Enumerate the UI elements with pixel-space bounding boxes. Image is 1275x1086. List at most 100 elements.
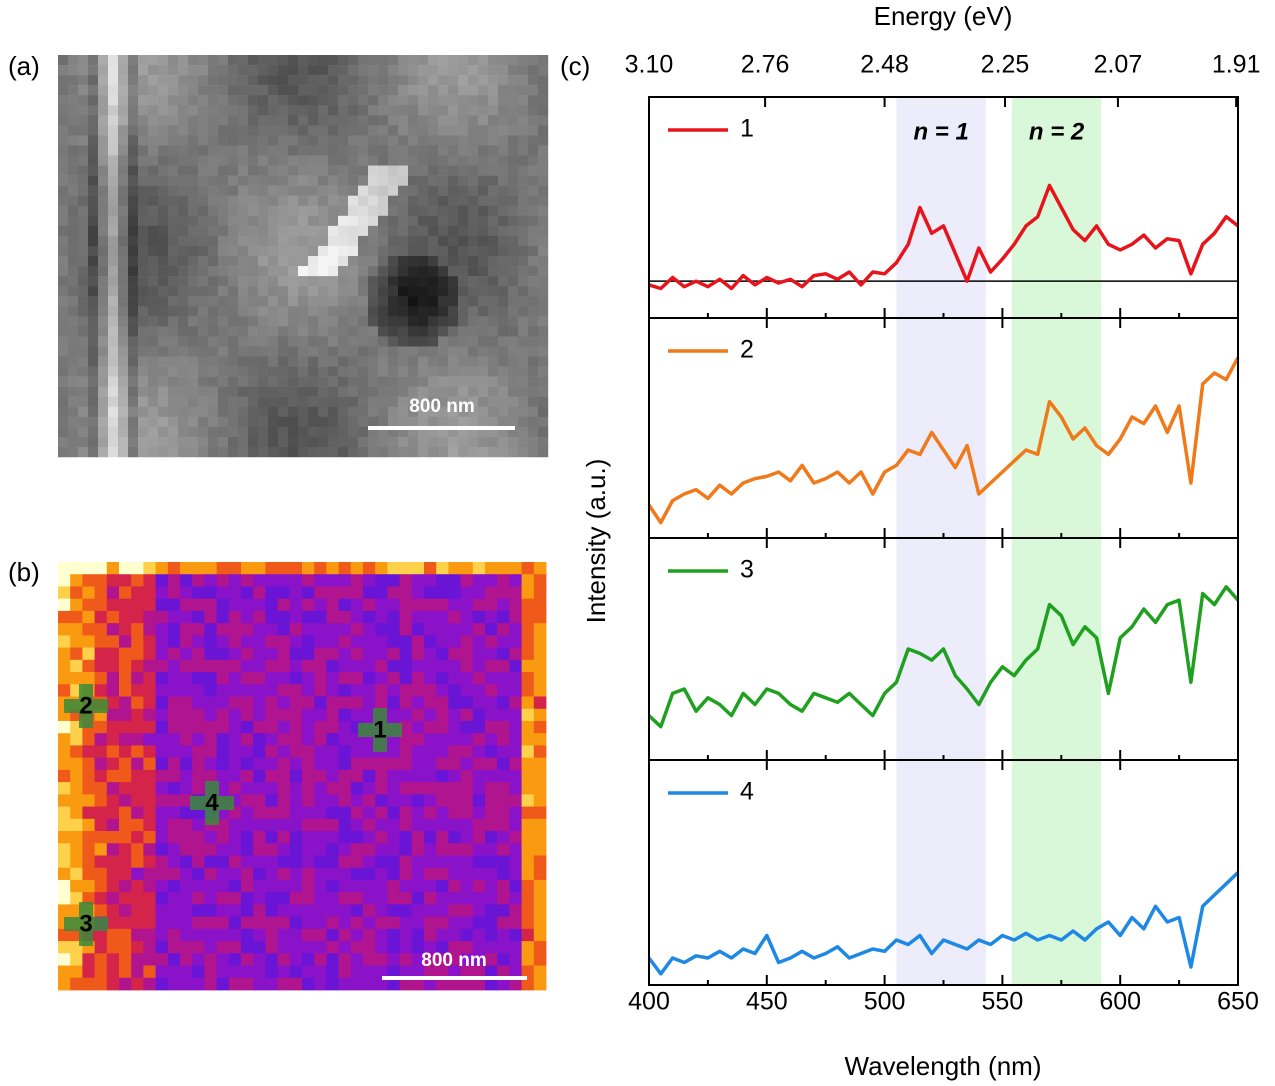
map-pixel: [278, 745, 291, 758]
map-pixel: [375, 892, 388, 905]
map-pixel: [497, 880, 510, 893]
image-pixel: [388, 206, 398, 216]
map-pixel: [302, 697, 315, 710]
map-pixel: [70, 953, 83, 966]
map-pixel: [448, 733, 461, 746]
map-pixel: [412, 684, 425, 697]
map-pixel: [143, 807, 156, 820]
image-pixel: [228, 176, 238, 186]
map-pixel: [290, 782, 303, 795]
image-pixel: [228, 256, 238, 266]
image-pixel: [128, 427, 138, 437]
image-pixel: [158, 236, 168, 246]
map-pixel: [192, 635, 205, 648]
image-pixel: [368, 176, 378, 186]
image-pixel: [518, 417, 528, 427]
image-pixel: [58, 407, 68, 417]
map-pixel: [265, 929, 278, 942]
image-pixel: [538, 246, 548, 256]
image-pixel: [408, 145, 418, 155]
image-pixel: [338, 65, 348, 75]
image-pixel: [148, 115, 158, 125]
image-pixel: [298, 105, 308, 115]
map-pixel: [461, 648, 474, 661]
map-pixel: [253, 855, 266, 868]
map-pixel: [412, 807, 425, 820]
image-pixel: [388, 196, 398, 206]
map-pixel: [339, 770, 352, 783]
map-pixel: [229, 929, 242, 942]
image-pixel: [428, 115, 438, 125]
image-pixel: [88, 75, 98, 85]
image-pixel: [358, 346, 368, 356]
map-pixel: [265, 770, 278, 783]
image-pixel: [478, 256, 488, 266]
map-pixel: [314, 562, 327, 575]
image-pixel: [448, 316, 458, 326]
image-pixel: [248, 276, 258, 286]
map-pixel: [485, 758, 498, 771]
image-pixel: [298, 176, 308, 186]
image-pixel: [158, 206, 168, 216]
map-pixel: [497, 843, 510, 856]
map-pixel: [278, 660, 291, 673]
map-pixel: [278, 843, 291, 856]
image-pixel: [68, 427, 78, 437]
image-pixel: [238, 256, 248, 266]
image-pixel: [158, 316, 168, 326]
map-pixel: [290, 880, 303, 893]
map-pixel: [107, 697, 120, 710]
image-pixel: [488, 246, 498, 256]
map-pixel: [387, 684, 400, 697]
map-pixel: [82, 953, 95, 966]
image-pixel: [318, 135, 328, 145]
map-pixel: [253, 917, 266, 930]
map-pixel: [265, 953, 278, 966]
map-pixel: [119, 721, 132, 734]
map-pixel: [204, 892, 217, 905]
map-pixel: [229, 953, 242, 966]
image-pixel: [438, 236, 448, 246]
map-pixel: [180, 733, 193, 746]
image-pixel: [358, 176, 368, 186]
map-pixel: [82, 807, 95, 820]
image-pixel: [148, 437, 158, 447]
image-pixel: [228, 115, 238, 125]
map-pixel: [473, 904, 486, 917]
map-pixel: [131, 709, 144, 722]
image-pixel: [58, 135, 68, 145]
image-pixel: [528, 346, 538, 356]
map-pixel: [180, 892, 193, 905]
image-pixel: [438, 156, 448, 166]
image-pixel: [258, 75, 268, 85]
image-pixel: [168, 55, 178, 65]
map-pixel: [156, 794, 169, 807]
image-pixel: [358, 357, 368, 367]
image-pixel: [238, 367, 248, 377]
image-pixel: [528, 397, 538, 407]
map-pixel: [253, 831, 266, 844]
image-pixel: [348, 156, 358, 166]
map-pixel: [278, 770, 291, 783]
image-pixel: [288, 75, 298, 85]
image-pixel: [148, 336, 158, 346]
map-pixel: [400, 794, 413, 807]
map-pixel: [131, 745, 144, 758]
image-pixel: [118, 316, 128, 326]
image-pixel: [78, 236, 88, 246]
map-pixel: [95, 978, 108, 991]
image-pixel: [168, 296, 178, 306]
map-pixel: [473, 648, 486, 661]
map-pixel: [229, 855, 242, 868]
image-pixel: [448, 85, 458, 95]
map-pixel: [375, 880, 388, 893]
map-pixel: [265, 892, 278, 905]
map-pixel: [204, 684, 217, 697]
map-pixel: [339, 745, 352, 758]
image-pixel: [428, 85, 438, 95]
map-pixel: [461, 929, 474, 942]
image-pixel: [118, 166, 128, 176]
image-pixel: [328, 306, 338, 316]
image-pixel: [428, 125, 438, 135]
image-pixel: [258, 236, 268, 246]
